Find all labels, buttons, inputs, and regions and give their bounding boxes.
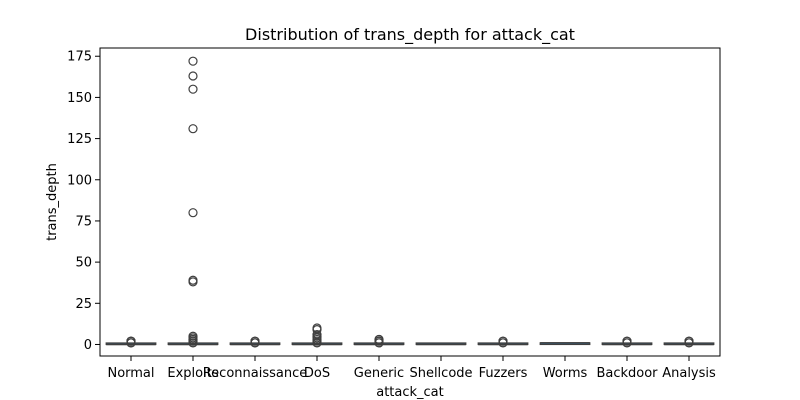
outlier-point [188, 56, 198, 66]
outlier-point [188, 84, 198, 94]
x-tick-label: DoS [304, 366, 330, 381]
outlier-point [312, 323, 322, 333]
x-tick-label: Fuzzers [479, 366, 528, 381]
outlier-point [622, 336, 632, 346]
y-tick-label: 100 [67, 173, 92, 188]
box-group-generic [353, 334, 405, 348]
outlier-point [498, 336, 508, 346]
box-group-reconnaissance [229, 336, 281, 348]
outlier-point [312, 329, 322, 340]
outlier-point [188, 331, 198, 341]
chart-title: Distribution of trans_depth for attack_c… [245, 25, 575, 45]
x-tick-label: Reconnaissance [203, 366, 308, 381]
outlier-point [188, 71, 198, 81]
box-group-normal [105, 336, 157, 348]
outlier-point [188, 208, 198, 218]
y-tick-label: 175 [67, 50, 92, 65]
y-tick-label: 150 [67, 91, 92, 106]
box-group-exploits [167, 56, 219, 348]
outlier-point [188, 275, 198, 285]
y-tick-label: 25 [75, 297, 92, 312]
y-tick-label: 50 [75, 256, 92, 271]
x-tick-label: Shellcode [409, 366, 472, 381]
y-axis-label: trans_depth [45, 163, 60, 241]
x-axis-label: attack_cat [376, 385, 444, 400]
plot-area [105, 56, 715, 348]
outlier-point [374, 334, 384, 345]
box-group-analysis [663, 336, 715, 348]
y-tick-label: 75 [75, 214, 92, 229]
box-group-dos [291, 323, 343, 348]
y-tick-label: 0 [84, 338, 92, 353]
x-tick-label: Generic [354, 366, 404, 381]
box-group-worms [539, 342, 591, 346]
x-tick-label: Normal [107, 366, 154, 381]
x-tick-label: Analysis [662, 366, 716, 381]
box-group-shellcode [415, 342, 467, 346]
outlier-point [250, 336, 260, 346]
x-tick-label: Exploits [167, 366, 218, 381]
outlier-point [126, 336, 136, 346]
y-tick-label: 125 [67, 132, 92, 147]
plot-frame [99, 47, 721, 357]
y-axis: 0 25 50 75 100 125 150 175 [67, 50, 100, 353]
outlier-point [188, 124, 198, 134]
x-tick-label: Worms [543, 366, 588, 381]
box-group-backdoor [601, 336, 653, 348]
outlier-point [684, 336, 694, 346]
box-group-fuzzers [477, 336, 529, 348]
x-tick-label: Backdoor [596, 366, 658, 381]
